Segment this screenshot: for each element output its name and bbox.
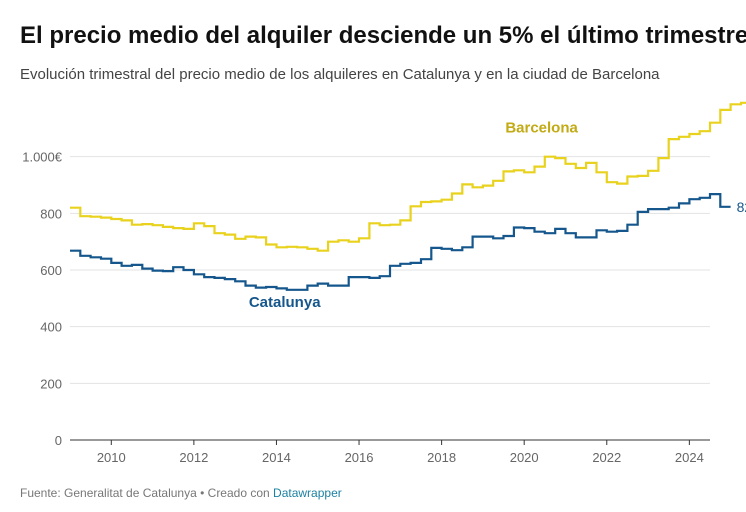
x-tick-label: 2016 — [345, 450, 374, 465]
footer-source: Fuente: Generalitat de Catalunya • Cread… — [20, 486, 274, 500]
y-tick-label: 1.000€ — [22, 150, 63, 165]
y-tick-label: 600 — [40, 263, 62, 278]
x-tick-label: 2014 — [262, 450, 291, 465]
series-line-barcelona — [70, 101, 746, 252]
line-chart: 0 200 400 600 800 1.000€ 2010 2012 2014 2016 2018… — [22, 101, 746, 465]
series-line-catalunya — [70, 193, 731, 291]
chart-subtitle: Evolución trimestral del precio medio de… — [20, 66, 660, 83]
x-tick-label: 2022 — [592, 450, 621, 465]
end-label-catalunya: 823 — [737, 199, 746, 215]
series-label-barcelona: Barcelona — [505, 120, 578, 137]
series-lines — [70, 101, 746, 291]
series-labels: 1.132Barcelona823Catalunya — [249, 120, 746, 311]
x-tick-label: 2018 — [427, 450, 456, 465]
y-tick-label: 200 — [40, 376, 62, 391]
footer: Fuente: Generalitat de Catalunya • Cread… — [20, 486, 342, 500]
y-tick-label: 400 — [40, 320, 62, 335]
chart-title: El precio medio del alquiler desciende u… — [20, 22, 746, 49]
datawrapper-link[interactable]: Datawrapper — [273, 486, 342, 500]
y-tick-label: 0 — [55, 433, 62, 448]
series-label-catalunya: Catalunya — [249, 294, 321, 311]
x-tick-label: 2020 — [510, 450, 539, 465]
x-axis-labels: 2010 2012 2014 2016 2018 2020 2022 2024 — [97, 440, 704, 465]
x-tick-label: 2010 — [97, 450, 126, 465]
gridlines — [70, 156, 710, 441]
y-axis-labels: 0 200 400 600 800 1.000€ — [22, 150, 63, 448]
x-tick-label: 2012 — [179, 450, 208, 465]
y-tick-label: 800 — [40, 206, 62, 221]
x-tick-label: 2024 — [675, 450, 704, 465]
